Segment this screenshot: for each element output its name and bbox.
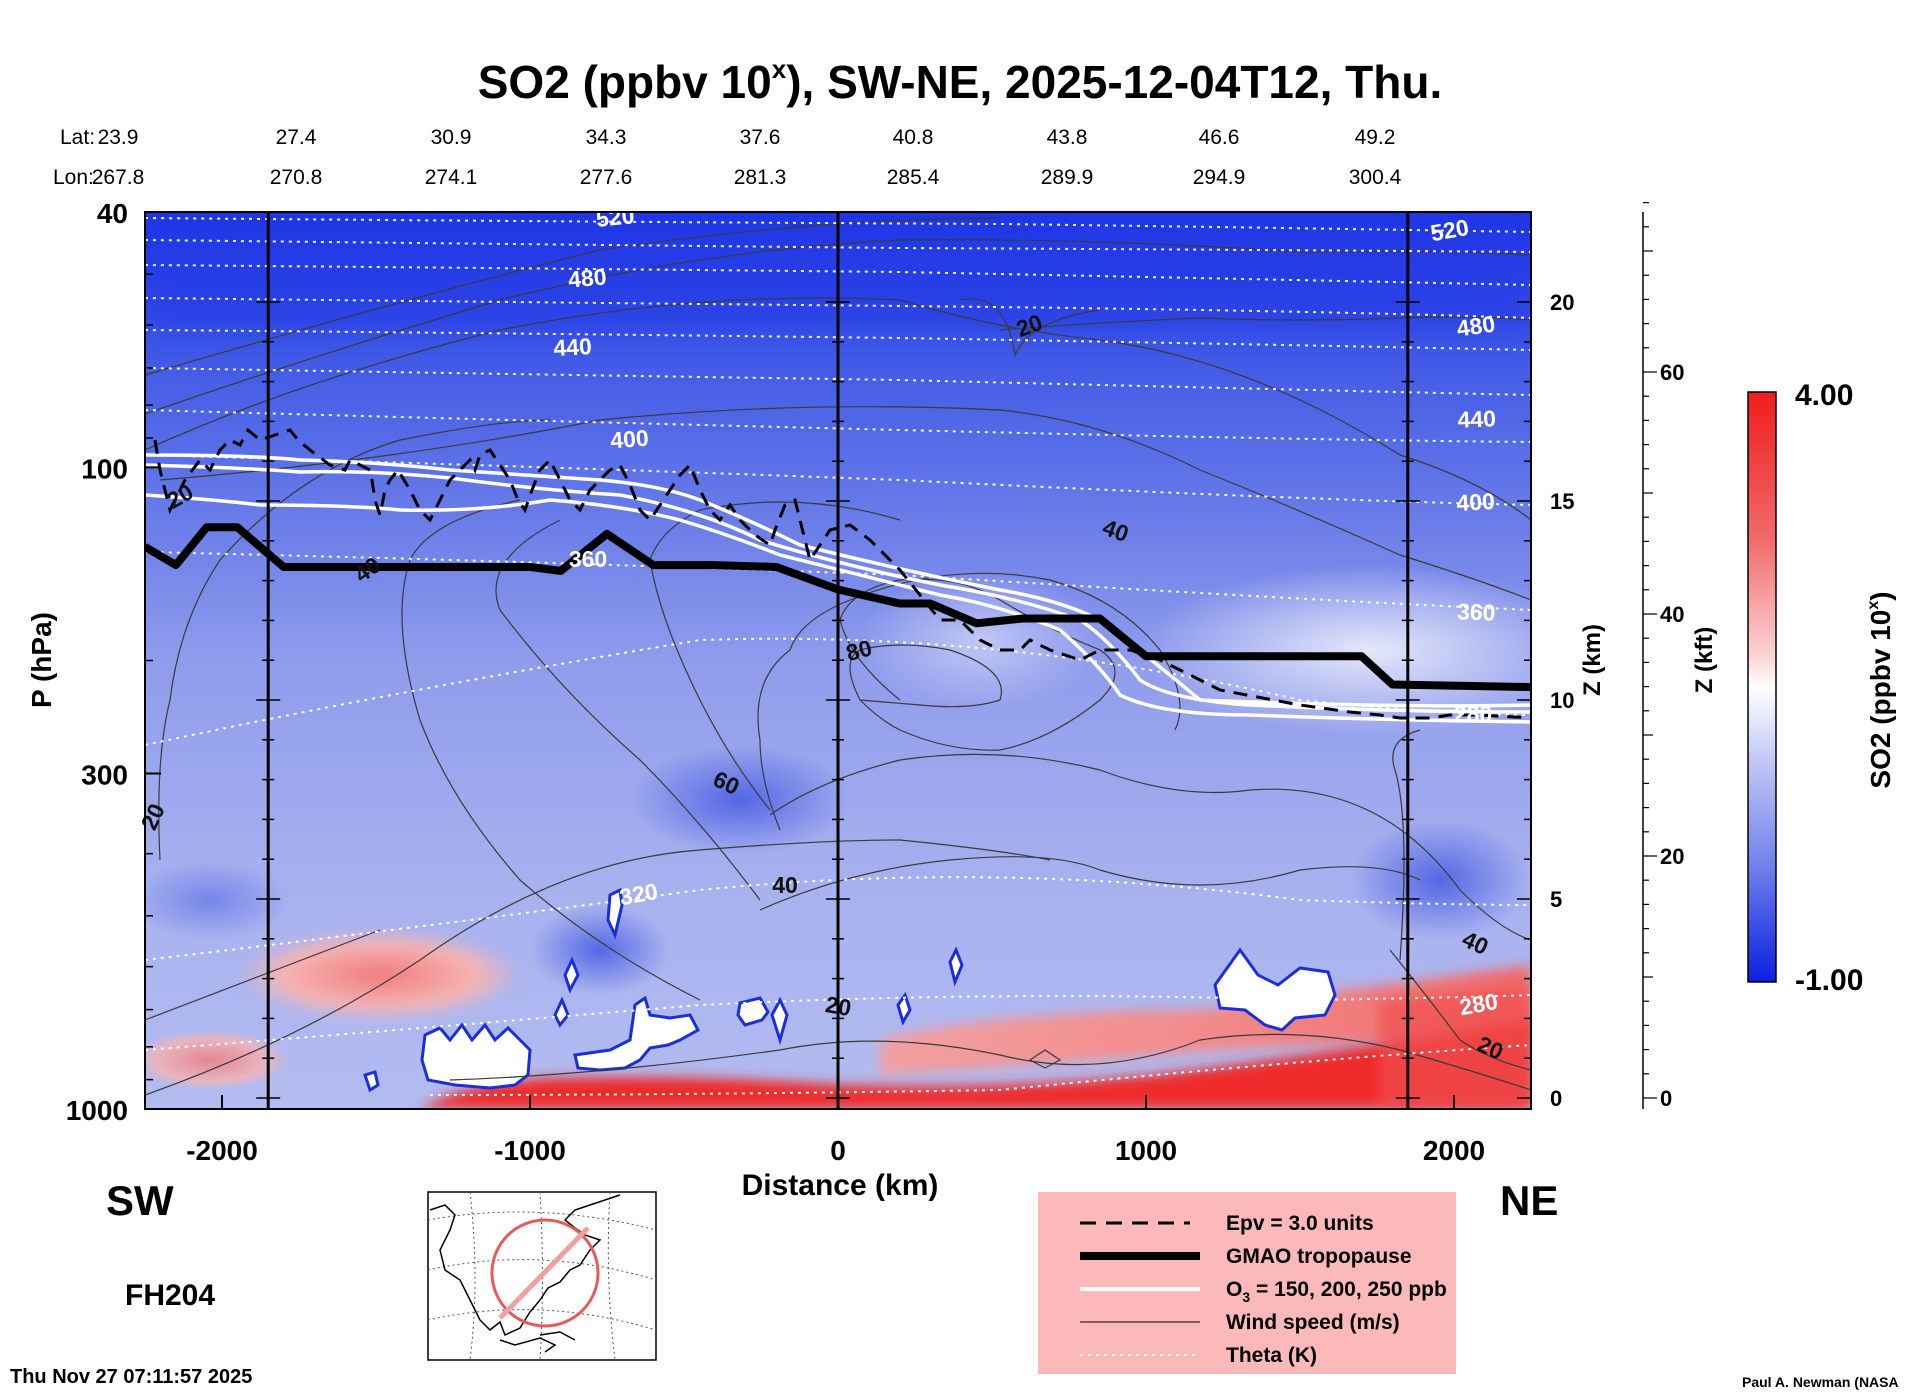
lon-value: 277.6 <box>580 166 633 189</box>
z-km-tick-label: 10 <box>1550 688 1574 713</box>
lat-values: 23.9 27.4 30.9 34.3 37.6 40.8 43.8 46.6 49.2 <box>98 126 1396 149</box>
x-tick-label: 0 <box>830 1135 846 1166</box>
lat-value: 49.2 <box>1355 126 1396 149</box>
lat-value: 27.4 <box>276 126 317 149</box>
lat-value: 23.9 <box>98 126 139 149</box>
timestamp: Thu Nov 27 07:11:57 2025 <box>10 1366 252 1388</box>
colorbar <box>1747 391 1777 983</box>
lat-value: 30.9 <box>431 126 472 149</box>
z-kft-tick-label: 0 <box>1660 1086 1672 1111</box>
theta-label: 400 <box>609 425 649 454</box>
z-km-tick-label: 5 <box>1550 887 1562 912</box>
lon-value: 267.8 <box>92 166 145 189</box>
pressure-tick-label: 40 <box>97 198 128 229</box>
wind-label: 40 <box>772 872 798 898</box>
z-km-tick-label: 0 <box>1550 1086 1562 1111</box>
lat-label: Lat: <box>60 126 95 149</box>
reference-lines <box>256 212 1420 1109</box>
colorbar-label: SO2 (ppbv 10x) <box>1865 591 1896 788</box>
theta-label: 480 <box>567 263 607 292</box>
theta-label: 280 <box>1454 701 1492 727</box>
credit: Paul A. Newman (NASA <box>1742 1374 1899 1390</box>
theta-label: 440 <box>1457 405 1496 432</box>
legend-label-epv: Epv = 3.0 units <box>1226 1212 1374 1235</box>
pressure-axis: 40 100 300 1000 <box>66 198 161 1126</box>
lon-value: 300.4 <box>1349 166 1402 189</box>
z-kft-axis: 0 20 40 60 <box>1642 202 1684 1111</box>
theta-label: 520 <box>595 202 636 232</box>
pressure-tick-label: 100 <box>81 453 128 484</box>
lon-label: Lon: <box>53 166 94 189</box>
lon-value: 270.8 <box>270 166 323 189</box>
forecast-hour: FH204 <box>125 1279 215 1312</box>
colorbar-max-label: 4.00 <box>1795 379 1853 412</box>
contours <box>145 217 1531 1096</box>
chart-title: SO2 (ppbv 10x), SW-NE, 2025-12-04T12, Th… <box>478 54 1442 108</box>
x-tick-label: 2000 <box>1423 1135 1485 1166</box>
inset-circle <box>490 1218 600 1328</box>
legend: Epv = 3.0 units GMAO tropopause O3 = 150… <box>1038 1192 1456 1374</box>
lat-value: 40.8 <box>893 126 934 149</box>
colorbar-min-label: -1.00 <box>1795 964 1863 997</box>
legend-label-wind: Wind speed (m/s) <box>1226 1311 1400 1334</box>
z-km-tick-label: 15 <box>1550 489 1574 514</box>
lon-value: 294.9 <box>1193 166 1246 189</box>
wind-speed-contours <box>145 217 1531 1096</box>
gmao-tropopause <box>145 523 1531 692</box>
theta-label: 440 <box>553 333 593 361</box>
z-kft-label: Z (kft) <box>1691 627 1718 694</box>
lat-value: 34.3 <box>586 126 627 149</box>
z-kft-tick-label: 40 <box>1660 602 1684 627</box>
lat-value: 43.8 <box>1047 126 1088 149</box>
x-axis-label: Distance (km) <box>742 1169 939 1202</box>
lat-value: 46.6 <box>1199 126 1240 149</box>
z-km-label: Z (km) <box>1579 624 1606 696</box>
z-km-tick-label: 20 <box>1550 290 1574 315</box>
inset-map <box>427 1191 657 1361</box>
epv-contour <box>153 427 1531 720</box>
lon-values: 267.8 270.8 274.1 277.6 281.3 285.4 289.9 294.9… <box>92 166 1402 189</box>
theta-label: 360 <box>1457 598 1496 625</box>
x-axis: -2000 -1000 0 1000 2000 <box>186 1095 1485 1166</box>
z-km-axis: 0 5 10 15 20 <box>1517 290 1574 1111</box>
x-tick-label: -2000 <box>186 1135 258 1166</box>
lon-value: 285.4 <box>887 166 940 189</box>
lon-value: 274.1 <box>425 166 478 189</box>
theta-label: 480 <box>1455 311 1497 342</box>
x-tick-label: 1000 <box>1115 1135 1177 1166</box>
legend-label-tropopause: GMAO tropopause <box>1226 1245 1412 1268</box>
lon-value: 289.9 <box>1041 166 1094 189</box>
x-tick-label: -1000 <box>494 1135 566 1166</box>
legend-label-ozone: O3 = 150, 200, 250 ppb <box>1226 1278 1447 1305</box>
lon-value: 281.3 <box>734 166 787 189</box>
y-axis-label: P (hPa) <box>26 612 57 708</box>
pressure-tick-label: 1000 <box>66 1095 128 1126</box>
theta-label: 360 <box>569 546 607 572</box>
z-kft-tick-label: 60 <box>1660 360 1684 385</box>
theta-label: 400 <box>1456 488 1496 516</box>
ozone-contours <box>145 453 1531 724</box>
sw-label: SW <box>106 1177 174 1224</box>
legend-label-theta: Theta (K) <box>1226 1344 1317 1367</box>
lat-value: 37.6 <box>740 126 781 149</box>
z-kft-tick-label: 20 <box>1660 844 1684 869</box>
pressure-tick-label: 300 <box>81 759 128 790</box>
ne-label: NE <box>1500 1177 1558 1224</box>
